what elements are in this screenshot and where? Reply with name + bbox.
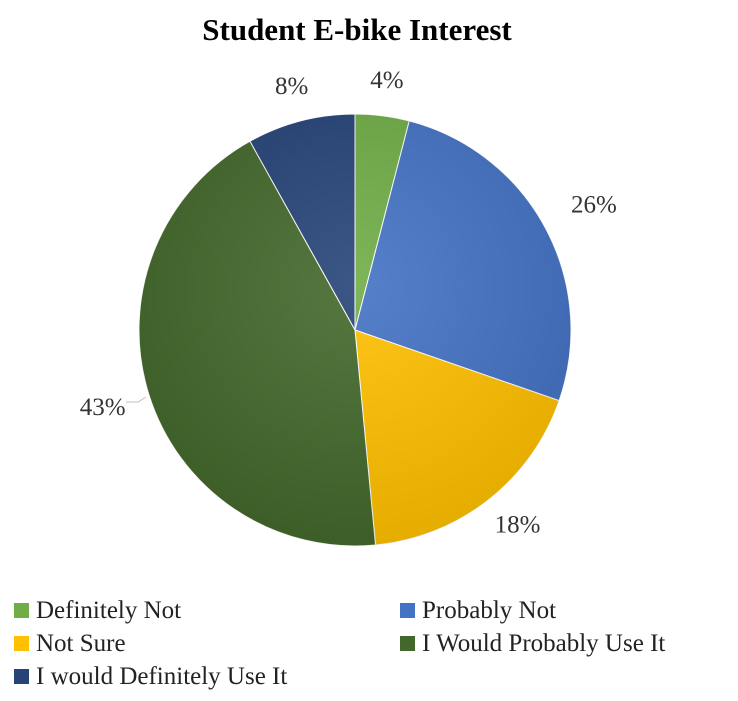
legend-item-i-would-definitely-use-it: I would Definitely Use It: [14, 663, 287, 690]
legend-item-definitely-not: Definitely Not: [14, 597, 181, 624]
legend: Definitely Not Probably Not Not Sure I Woul…: [14, 597, 665, 690]
leader-line: [126, 396, 147, 403]
legend-label: I would Definitely Use It: [36, 663, 287, 690]
legend-swatch: [14, 603, 29, 618]
data-label-i-would-probably-use-it: 43%: [80, 394, 126, 421]
data-label-probably-not: 26%: [571, 191, 617, 218]
data-label-definitely-not: 4%: [370, 67, 403, 94]
legend-label: Not Sure: [36, 630, 126, 657]
legend-item-not-sure: Not Sure: [14, 630, 126, 657]
chart-title: Student E-bike Interest: [202, 12, 512, 47]
pie-slices: [138, 113, 572, 547]
legend-item-probably-not: Probably Not: [400, 597, 556, 624]
legend-label: Definitely Not: [36, 597, 181, 624]
data-labels: 4% 26% 18% 43% 8%: [80, 67, 617, 538]
legend-swatch: [400, 603, 415, 618]
legend-label: Probably Not: [422, 597, 556, 624]
legend-label: I Would Probably Use It: [422, 630, 665, 657]
legend-swatch: [14, 669, 29, 684]
legend-swatch: [14, 636, 29, 651]
data-label-i-would-definitely-use-it: 8%: [275, 73, 308, 100]
legend-item-i-would-probably-use-it: I Would Probably Use It: [400, 630, 665, 657]
legend-swatch: [400, 636, 415, 651]
data-label-not-sure: 18%: [495, 512, 541, 539]
